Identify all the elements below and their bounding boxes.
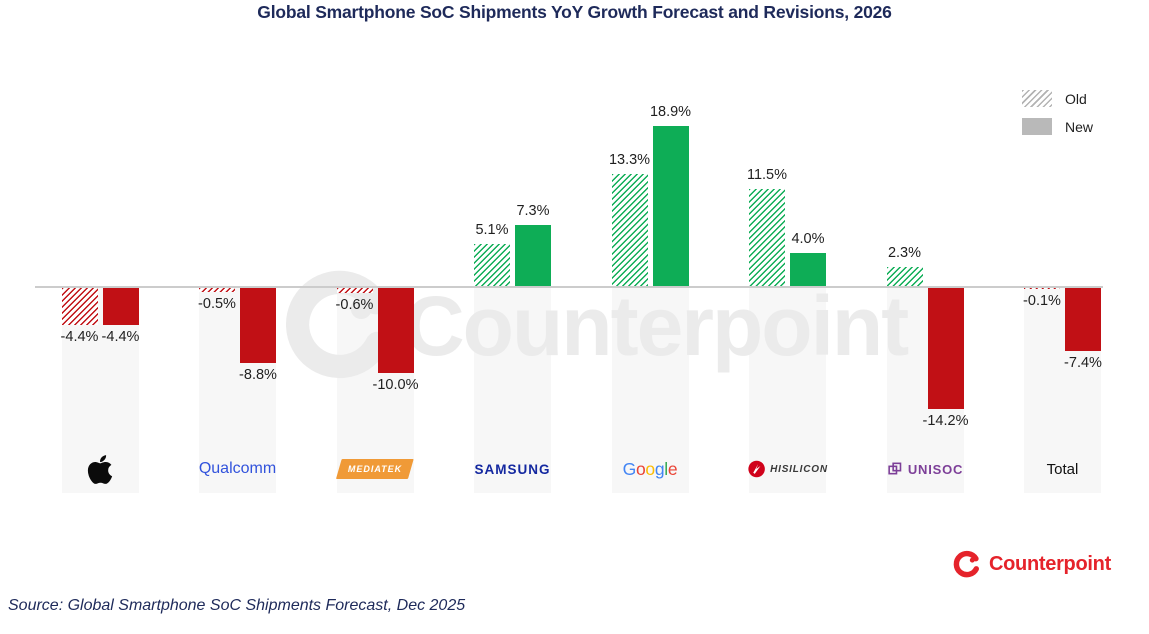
brand-logo-qualcomm: Qualcomm	[199, 450, 276, 488]
old-bar-unisoc	[886, 267, 923, 287]
old-bar-google	[611, 173, 648, 287]
legend-swatch-old-hatched	[1022, 90, 1052, 107]
chart-title: Global Smartphone SoC Shipments YoY Grow…	[257, 2, 892, 22]
value-label-new-qualcomm: -8.8%	[239, 366, 277, 383]
new-bar-apple	[102, 288, 139, 326]
legend-label-new: New	[1065, 118, 1094, 135]
old-bar-apple	[61, 288, 98, 326]
brand-logo-unisoc: UNISOC	[887, 450, 963, 488]
samsung-logo-text: SAMSUNG	[474, 461, 551, 477]
category-band-samsung	[474, 287, 551, 493]
mediatek-logo-badge: MEDIATEK	[335, 459, 415, 479]
unisoc-icon	[888, 462, 902, 475]
counterpoint-watermark: Counterpoint	[280, 268, 909, 384]
brand-logo-hisilicon: HISILICON	[747, 450, 828, 488]
value-label-new-apple: -4.4%	[101, 329, 140, 346]
brand-logo-google: Google	[623, 450, 678, 488]
brand-logo-samsung: SAMSUNG	[474, 450, 550, 488]
legend: Old New	[1022, 90, 1093, 135]
counterpoint-c-icon	[953, 550, 980, 578]
google-letter: o	[645, 458, 655, 479]
value-label-new-hisilicon: 4.0%	[791, 231, 825, 247]
source-note: Source: Global Smartphone SoC Shipments …	[8, 597, 466, 614]
google-letter: G	[622, 458, 637, 479]
google-logo-text: Google	[623, 459, 678, 480]
legend-label-old: Old	[1065, 90, 1087, 107]
value-label-old-samsung: 5.1%	[475, 221, 509, 238]
legend-swatch-new-solid	[1022, 118, 1052, 135]
value-label-new-google: 18.9%	[649, 104, 692, 121]
counterpoint-brand-logo: Counterpoint	[952, 550, 1111, 579]
total-logo-text: Total	[1046, 460, 1079, 478]
brand-logo-total: Total	[1047, 450, 1079, 488]
old-bar-hisilicon	[749, 189, 785, 287]
new-bar-google	[652, 126, 689, 287]
zero-axis-line	[35, 286, 1103, 288]
brand-name: Counterpoint	[989, 553, 1111, 575]
new-bar-mediatek	[377, 288, 414, 373]
old-bar-mediatek	[336, 288, 373, 294]
brand-logo-mediatek: MEDIATEK	[335, 450, 415, 488]
counterpoint-c-icon	[286, 270, 389, 379]
value-label-old-qualcomm: -0.5%	[198, 296, 236, 313]
new-bar-qualcomm	[240, 288, 276, 363]
old-bar-qualcomm	[199, 288, 235, 293]
value-label-old-google: 13.3%	[608, 151, 651, 168]
brand-logo-apple	[87, 450, 114, 488]
google-letter: o	[635, 458, 646, 479]
new-bar-samsung	[515, 224, 551, 287]
google-letter: l	[664, 458, 668, 479]
value-label-old-hisilicon: 11.5%	[746, 167, 788, 184]
new-bar-total	[1065, 288, 1101, 351]
old-bar-total	[1024, 288, 1060, 289]
google-letter: g	[654, 458, 665, 479]
mediatek-logo-text: MEDIATEK	[347, 464, 403, 474]
value-label-old-total: -0.1%	[1023, 293, 1061, 309]
hisilicon-logo-text: HISILICON	[770, 463, 828, 475]
value-label-old-apple: -4.4%	[60, 329, 99, 346]
watermark-text: Counterpoint	[404, 279, 909, 373]
new-bar-hisilicon	[790, 253, 826, 287]
unisoc-logo-text: UNISOC	[907, 461, 964, 477]
value-label-new-mediatek: -10.0%	[372, 377, 419, 393]
apple-icon	[87, 454, 113, 484]
legend-item-old: Old	[1022, 90, 1093, 107]
value-label-new-total: -7.4%	[1064, 354, 1102, 371]
value-label-old-unisoc: 2.3%	[887, 245, 922, 262]
value-label-old-mediatek: -0.6%	[335, 297, 374, 314]
new-bar-unisoc	[927, 288, 964, 409]
old-bar-samsung	[474, 243, 510, 287]
google-letter: e	[667, 458, 678, 479]
category-band-google	[611, 287, 689, 493]
hisilicon-icon	[747, 460, 765, 478]
value-label-new-samsung: 7.3%	[516, 202, 550, 219]
value-label-new-unisoc: -14.2%	[922, 412, 969, 429]
legend-item-new: New	[1022, 118, 1093, 135]
category-band-hisilicon	[749, 287, 826, 493]
qualcomm-logo-text: Qualcomm	[198, 460, 277, 477]
